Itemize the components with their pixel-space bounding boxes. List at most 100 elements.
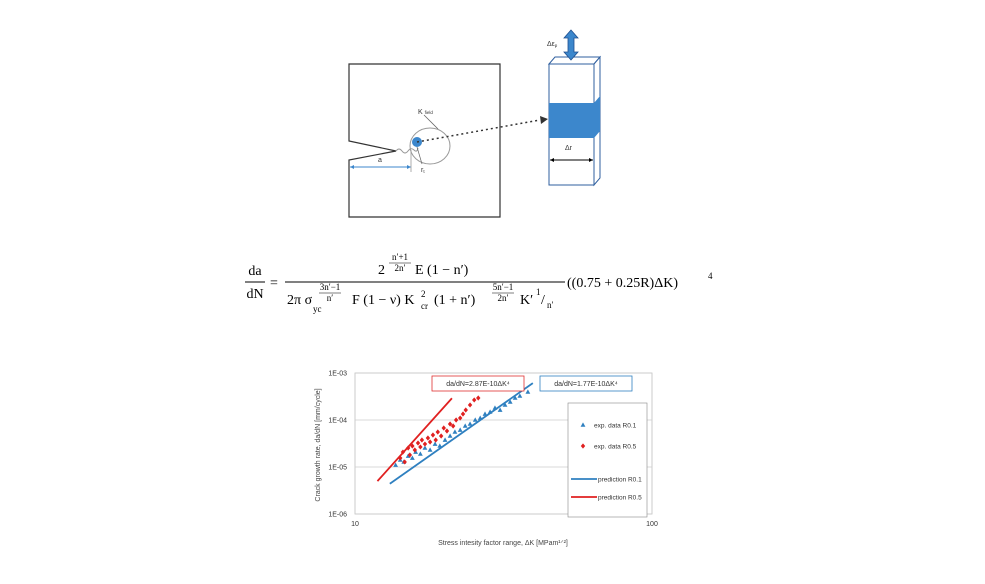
triangle-marker (393, 462, 399, 467)
annotation-box (539, 375, 633, 392)
triangle-marker (427, 447, 433, 452)
r-label: rt (421, 167, 425, 174)
triangle-marker (432, 441, 438, 446)
de-sub: p (555, 43, 558, 48)
a-label: a (378, 157, 382, 164)
diamond-marker (447, 421, 453, 427)
triangle-marker (442, 437, 448, 442)
block-band-side (594, 96, 600, 138)
triangle-marker (452, 429, 458, 434)
y-tick-label: 1E-04 (328, 418, 347, 425)
num-exp-bot: 2n′ (395, 263, 406, 273)
diamond-marker (453, 417, 459, 423)
triangle-marker (525, 389, 531, 394)
den-d-slash: / (541, 293, 545, 308)
prediction-line (389, 382, 534, 485)
diamond-marker (427, 439, 433, 445)
den-a-exp-top: 3n′−1 (320, 282, 341, 292)
den-d: K′ (520, 293, 533, 308)
diamond-marker (444, 428, 450, 434)
diamond-marker (457, 415, 463, 421)
r-sub: t (423, 169, 425, 174)
lhs-den: dN (246, 287, 263, 302)
chart: 1E-06 1E-05 1E-04 1E-03 10 100 da/dN=2.87E-10Δ… (328, 371, 658, 529)
y-tick-label: 1E-06 (328, 512, 347, 519)
diamond-marker (430, 432, 436, 438)
den-b-sup: 2 (421, 289, 426, 299)
legend-label: exp. data R0.1 (594, 423, 637, 430)
diamond-marker (476, 395, 481, 401)
triangle-marker (472, 417, 478, 422)
annotation: da/dN=2.87E-10ΔK⁴ (446, 381, 510, 388)
arrow-head (540, 116, 548, 124)
triangle-marker (422, 445, 428, 450)
legend-label: exp. data R0.5 (594, 444, 637, 451)
triangle-marker (502, 402, 508, 407)
x-axis-title: Stress intesity factor range, ΔK [MPam¹ᐟ… (438, 540, 568, 547)
annotation-box (431, 375, 525, 392)
k-label-text: K (418, 109, 423, 116)
num-exp-top: n′+1 (392, 252, 408, 262)
k-sub: field (425, 110, 434, 115)
dotted-arrow (416, 119, 541, 143)
triangle-marker (512, 395, 518, 400)
den-b-sub: cr (421, 301, 428, 311)
diamond-marker (463, 407, 468, 413)
triangle-marker (447, 433, 453, 438)
triangle-marker (482, 411, 488, 416)
prediction-line (376, 397, 453, 482)
de-text: Δε (547, 41, 555, 48)
y-tick-label: 1E-03 (328, 371, 347, 378)
leader (423, 114, 439, 130)
diamond-marker (467, 402, 473, 408)
triangle-marker (580, 422, 586, 427)
diamond-marker (460, 411, 466, 417)
triangle-marker (467, 421, 473, 426)
diamond-marker (438, 433, 444, 439)
triangle-marker (497, 407, 503, 412)
den-c: (1 + n′) (434, 293, 476, 308)
strain-arrow (563, 29, 579, 61)
tail: ((0.75 + 0.25R)ΔK) (567, 276, 678, 291)
diamond-marker (418, 444, 423, 450)
tail-sup: 4 (708, 271, 713, 281)
triangle-marker (457, 427, 463, 432)
triangle-marker (417, 451, 423, 456)
den-a-exp-bot: n′ (327, 293, 334, 303)
annotation: da/dN=1.77E-10ΔK⁴ (554, 381, 618, 388)
r-text: r (421, 167, 424, 174)
diamond-marker (422, 441, 428, 447)
triangle-marker (507, 399, 513, 404)
specimen (348, 63, 501, 218)
x-tick-label: 10 (351, 521, 359, 528)
den-c-exp-bot: 2n′ (498, 293, 509, 303)
r-leader (416, 146, 423, 165)
triangle-marker (409, 455, 415, 460)
formula: da dN = 2 n′+1 2n′ E (1 − n′) 2π σ yc 3n… (245, 252, 713, 314)
diamond-marker (398, 455, 403, 461)
legend-label: prediction R0.1 (598, 477, 642, 484)
num-rest: E (1 − n′) (415, 263, 469, 278)
den-a: 2π σ (287, 293, 313, 308)
diamond-marker (425, 435, 431, 441)
diamond-marker (580, 443, 586, 449)
triangle-marker (462, 423, 468, 428)
k-field-zone (409, 127, 451, 165)
x-tick-label: 100 (646, 521, 658, 528)
diamond-marker (433, 437, 438, 443)
de-label: Δεp (547, 41, 558, 48)
block-band (549, 103, 594, 138)
equals: = (270, 276, 278, 291)
diamond-marker (450, 423, 456, 429)
triangle-marker (517, 393, 523, 398)
crack (395, 147, 419, 154)
block-top (547, 56, 602, 65)
den-d-sup: 1 (536, 287, 541, 297)
diamond-marker (472, 397, 477, 403)
lhs-num: da (248, 264, 262, 279)
den-b: F (1 − ν) K (352, 293, 414, 308)
diamond-marker (441, 425, 446, 431)
diamond-marker (435, 429, 440, 435)
diamond-marker (419, 437, 425, 443)
